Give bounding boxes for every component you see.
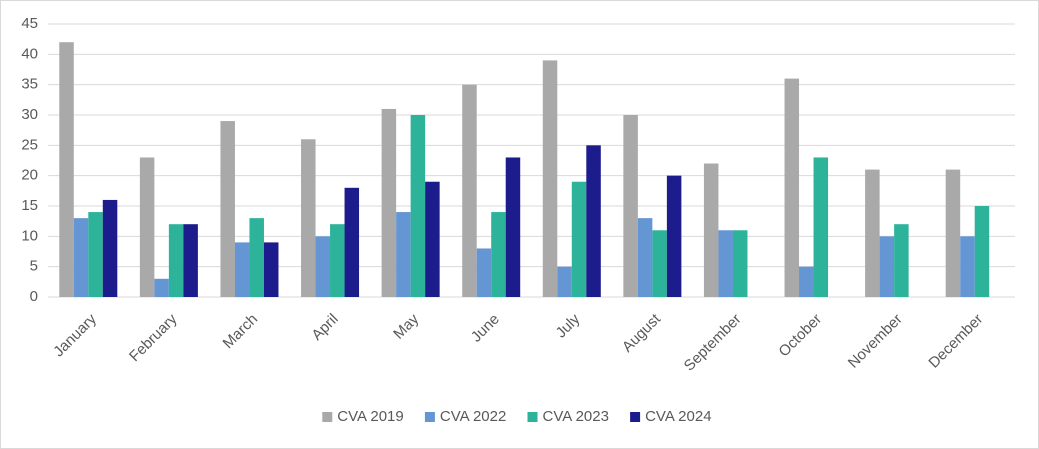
bar (571, 181, 587, 297)
bar (73, 218, 89, 297)
bar (102, 199, 118, 297)
bar (168, 224, 184, 297)
bar (637, 218, 653, 297)
y-tick-label: 40 (21, 45, 38, 62)
bar (945, 169, 961, 297)
bar (718, 230, 733, 297)
bar (183, 224, 198, 297)
bar (410, 115, 426, 297)
bar (586, 145, 601, 297)
bar (234, 242, 250, 297)
legend-label: CVA 2019 (337, 408, 403, 425)
bar (652, 230, 667, 297)
bar (732, 230, 748, 297)
legend-swatch (630, 412, 641, 422)
y-tick-label: 0 (30, 288, 38, 305)
bar (491, 212, 506, 297)
bar (315, 236, 331, 297)
bar (879, 236, 895, 297)
bar (703, 163, 719, 297)
bar (425, 181, 440, 297)
legend-swatch (527, 412, 538, 422)
y-tick-label: 5 (30, 258, 38, 275)
bar (220, 121, 235, 297)
y-tick-label: 25 (21, 136, 38, 153)
legend-swatch (424, 412, 435, 422)
bar (505, 157, 521, 297)
bar (139, 157, 155, 297)
bar (330, 224, 345, 297)
y-tick-label: 15 (21, 197, 38, 214)
bar (784, 78, 800, 297)
bar (894, 224, 909, 297)
bar (381, 108, 397, 297)
bar (301, 139, 316, 297)
y-tick-label: 35 (21, 76, 38, 93)
legend-label: CVA 2024 (645, 408, 711, 425)
bar (623, 115, 638, 297)
bar (813, 157, 829, 297)
legend-label: CVA 2023 (543, 408, 609, 425)
bar (249, 218, 264, 297)
bar (542, 60, 558, 298)
bar (344, 187, 360, 297)
bar (263, 242, 279, 297)
bar (88, 212, 103, 297)
bar (799, 266, 814, 297)
bar (865, 169, 880, 297)
bar (59, 42, 74, 298)
bar (974, 206, 990, 297)
bar (557, 266, 572, 297)
bar (960, 236, 975, 297)
y-tick-label: 45 (21, 15, 38, 32)
bar (154, 278, 169, 297)
y-tick-label: 10 (21, 227, 38, 244)
bar (396, 212, 411, 297)
bar (666, 175, 682, 297)
y-tick-label: 20 (21, 167, 38, 184)
bar (476, 248, 492, 297)
y-tick-label: 30 (21, 106, 38, 123)
bar (462, 84, 477, 298)
legend-swatch (322, 412, 333, 422)
legend-label: CVA 2022 (440, 408, 506, 425)
